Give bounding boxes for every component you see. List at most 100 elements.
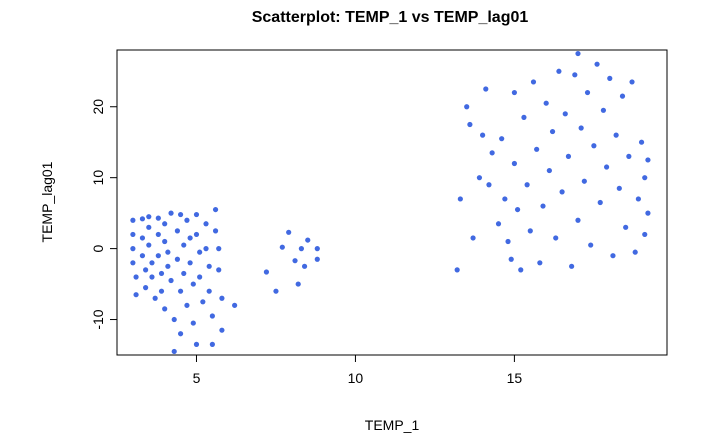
data-point: [549, 128, 556, 135]
data-point: [610, 253, 616, 259]
data-point: [591, 143, 597, 149]
data-point: [292, 258, 298, 264]
data-point: [594, 61, 600, 67]
data-point: [569, 263, 575, 269]
data-point: [480, 132, 486, 138]
data-point: [464, 104, 470, 110]
data-point: [483, 86, 489, 92]
data-point: [553, 235, 559, 241]
data-point: [219, 295, 225, 301]
data-point: [626, 153, 632, 159]
data-point: [216, 267, 222, 273]
data-point: [177, 211, 184, 218]
data-point: [200, 299, 206, 305]
data-point: [619, 93, 626, 99]
data-point: [540, 203, 546, 209]
data-point: [613, 132, 619, 138]
x-tick-label: 5: [193, 370, 201, 386]
data-point: [168, 277, 174, 284]
data-point: [486, 182, 492, 188]
data-point: [263, 269, 270, 275]
data-point: [158, 270, 165, 277]
data-point: [133, 274, 139, 280]
data-point: [301, 263, 308, 269]
data-point: [600, 107, 607, 113]
data-point: [314, 246, 320, 252]
data-point: [642, 175, 648, 181]
data-point: [511, 89, 517, 96]
data-point: [645, 157, 651, 163]
data-point: [470, 235, 476, 241]
data-point: [212, 206, 219, 213]
data-point: [514, 206, 521, 213]
data-point: [508, 256, 514, 262]
data-point: [187, 235, 193, 241]
data-point: [216, 246, 222, 252]
data-point: [457, 196, 463, 202]
data-point: [177, 331, 184, 337]
data-points: [130, 50, 651, 355]
data-point: [597, 199, 603, 206]
x-tick-label: 15: [507, 370, 523, 386]
data-point: [286, 229, 292, 235]
data-point: [607, 75, 613, 81]
data-point: [575, 217, 581, 223]
data-point: [556, 68, 562, 74]
data-point: [524, 182, 530, 188]
data-point: [146, 214, 152, 220]
data-point: [184, 302, 190, 308]
data-point: [588, 242, 594, 248]
data-point: [149, 260, 155, 266]
data-point: [203, 221, 209, 227]
data-point: [155, 215, 161, 221]
data-point: [181, 270, 187, 277]
data-point: [130, 231, 136, 238]
data-point: [314, 256, 320, 262]
data-point: [152, 295, 158, 301]
data-point: [546, 167, 552, 174]
data-point: [518, 267, 524, 273]
data-point: [638, 139, 645, 145]
data-point: [162, 306, 168, 312]
data-point: [562, 111, 568, 117]
data-point: [184, 217, 190, 223]
data-point: [499, 136, 505, 142]
x-axis-label: TEMP_1: [365, 417, 420, 433]
data-point: [543, 100, 549, 106]
data-point: [629, 79, 635, 85]
data-point: [603, 164, 610, 170]
data-point: [645, 210, 651, 216]
data-point: [530, 79, 537, 85]
data-point: [581, 178, 587, 184]
data-point: [642, 231, 648, 238]
data-point: [495, 221, 502, 227]
data-point: [527, 228, 533, 234]
data-point: [181, 242, 187, 248]
data-point: [139, 235, 146, 241]
data-point: [219, 327, 225, 333]
data-point: [206, 288, 212, 294]
data-point: [133, 292, 139, 298]
data-point: [476, 175, 483, 181]
data-point: [171, 316, 177, 323]
data-point: [155, 231, 161, 238]
data-point: [298, 246, 304, 252]
data-point: [209, 341, 215, 347]
y-tick-label: 0: [90, 245, 106, 253]
data-point: [565, 153, 572, 159]
y-tick-label: 20: [90, 99, 106, 115]
data-point: [190, 281, 196, 287]
data-point: [146, 242, 152, 248]
data-point: [190, 320, 196, 326]
chart-title: Scatterplot: TEMP_1 vs TEMP_lag01: [252, 9, 529, 26]
data-point: [168, 210, 174, 216]
data-point: [489, 150, 495, 156]
data-point: [206, 263, 212, 269]
data-point: [273, 288, 279, 294]
data-point: [165, 263, 171, 269]
data-point: [174, 256, 181, 262]
data-point: [130, 246, 136, 252]
data-point: [295, 281, 301, 287]
data-point: [149, 274, 155, 280]
data-point: [502, 196, 508, 202]
